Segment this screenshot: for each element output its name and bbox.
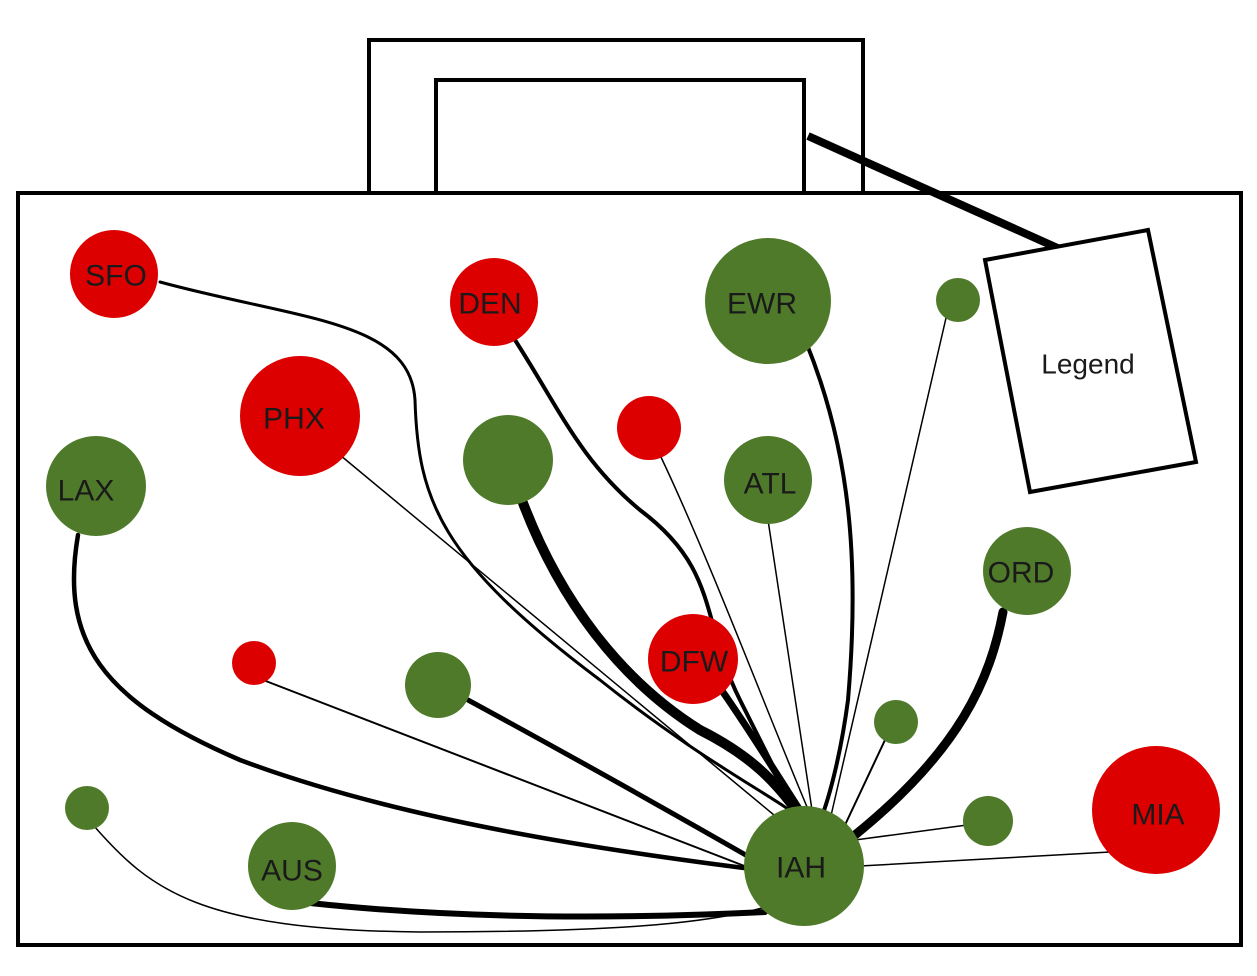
handle-outer xyxy=(367,38,865,192)
node-phx: PHX xyxy=(240,356,360,476)
legend-label: Legend xyxy=(1041,349,1134,380)
route-green-big xyxy=(518,498,803,817)
node-mia: MIA xyxy=(1092,746,1220,874)
node-unlabeled-green-3 xyxy=(405,652,471,718)
node-aus-circle xyxy=(248,822,336,910)
node-sfo: SFO xyxy=(70,230,158,318)
route-green-small-r1 xyxy=(844,739,886,826)
main-box xyxy=(16,191,1243,947)
node-aus: AUS xyxy=(248,822,336,910)
node-lax-circle xyxy=(46,436,146,536)
node-iah: IAH xyxy=(744,806,864,926)
node-dfw-label: DFW xyxy=(660,646,729,679)
route-ord xyxy=(850,607,1008,840)
node-unlabeled-green-1 xyxy=(463,415,553,505)
node-unlabeled-red-1 xyxy=(617,396,681,460)
node-unlabeled-green-5 xyxy=(963,796,1013,846)
node-lax: LAX xyxy=(46,436,146,536)
route-atl xyxy=(767,519,813,811)
node-atl-label: ATL xyxy=(744,468,797,501)
route-green-small-r2 xyxy=(854,824,968,841)
frame xyxy=(16,38,1243,947)
route-mia xyxy=(859,851,1111,867)
node-phx-circle xyxy=(240,356,360,476)
route-red-small-left xyxy=(257,677,761,873)
node-ord-label: ORD xyxy=(988,557,1055,590)
handle-inner xyxy=(434,78,806,192)
node-den: DEN xyxy=(450,258,538,346)
node-den-circle xyxy=(450,258,538,346)
node-unlabeled-green-6 xyxy=(65,786,109,830)
route-ewr xyxy=(804,340,855,818)
node-unlabeled-green-4 xyxy=(874,700,918,744)
node-aus-label: AUS xyxy=(261,855,323,888)
route-phx xyxy=(339,454,781,821)
node-unlabeled-green-2 xyxy=(936,278,980,322)
route-sfo xyxy=(158,280,802,820)
route-aus xyxy=(307,900,768,920)
node-sfo-label: SFO xyxy=(85,260,147,293)
node-atl: ATL xyxy=(724,436,812,524)
node-ewr-circle xyxy=(705,238,831,364)
node-iah-circle xyxy=(744,806,864,926)
route-green-small-bl xyxy=(93,825,763,933)
node-ewr: EWR xyxy=(705,238,831,364)
node-den-label: DEN xyxy=(458,288,521,321)
node-mia-label: MIA xyxy=(1131,799,1184,832)
nodes: SFO DEN EWR PHX LAX ATL ORD DFW xyxy=(46,230,1220,926)
route-dfw xyxy=(714,681,809,822)
route-green-mid xyxy=(465,697,761,865)
node-ord-circle xyxy=(983,527,1071,615)
route-lax xyxy=(71,532,763,873)
legend-box xyxy=(982,227,1199,495)
node-mia-circle xyxy=(1092,746,1220,874)
node-atl-circle xyxy=(724,436,812,524)
node-unlabeled-red-2 xyxy=(232,641,276,685)
route-green-tr xyxy=(829,317,947,821)
legend-strap xyxy=(806,132,1064,254)
node-iah-label: IAH xyxy=(776,852,826,885)
node-phx-label: PHX xyxy=(263,403,325,436)
routes xyxy=(71,280,1111,933)
legend: Legend xyxy=(806,132,1199,495)
node-ewr-label: EWR xyxy=(727,288,797,321)
node-sfo-circle xyxy=(70,230,158,318)
node-dfw-circle xyxy=(648,614,738,704)
node-ord: ORD xyxy=(983,527,1071,615)
node-dfw: DFW xyxy=(648,614,738,704)
node-lax-label: LAX xyxy=(58,475,115,508)
route-red-small-top xyxy=(659,454,811,815)
